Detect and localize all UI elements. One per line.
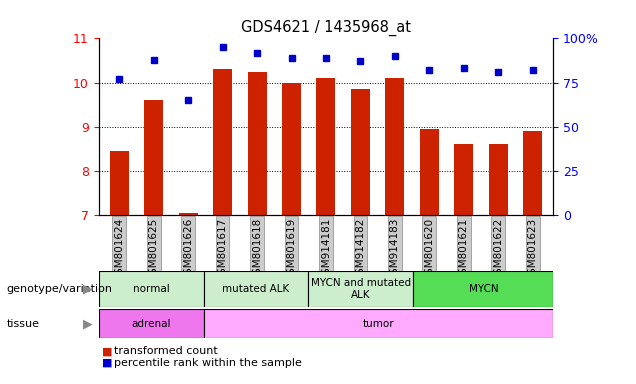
Bar xyxy=(351,89,370,215)
Text: normal: normal xyxy=(133,284,169,294)
Bar xyxy=(204,309,553,338)
Bar xyxy=(488,144,508,215)
Text: GSM801623: GSM801623 xyxy=(528,218,537,281)
Text: GSM801626: GSM801626 xyxy=(183,218,193,281)
Bar xyxy=(454,144,473,215)
Text: ■: ■ xyxy=(102,358,113,368)
Bar xyxy=(179,213,198,215)
Bar xyxy=(144,100,163,215)
Text: GSM801619: GSM801619 xyxy=(286,218,296,281)
Bar xyxy=(99,271,204,307)
Bar xyxy=(282,83,301,215)
Title: GDS4621 / 1435968_at: GDS4621 / 1435968_at xyxy=(241,20,411,36)
Text: GSM914183: GSM914183 xyxy=(390,218,400,281)
Text: tumor: tumor xyxy=(363,318,394,329)
Bar xyxy=(385,78,404,215)
Bar xyxy=(99,309,204,338)
Text: tissue: tissue xyxy=(6,318,39,329)
Text: transformed count: transformed count xyxy=(114,346,218,356)
Text: genotype/variation: genotype/variation xyxy=(6,284,113,294)
Text: ▶: ▶ xyxy=(83,283,92,295)
Text: ▶: ▶ xyxy=(83,317,92,330)
Bar xyxy=(413,271,553,307)
Text: percentile rank within the sample: percentile rank within the sample xyxy=(114,358,302,368)
Text: GSM801622: GSM801622 xyxy=(493,218,503,281)
Text: GSM801625: GSM801625 xyxy=(149,218,159,281)
Bar xyxy=(317,78,335,215)
Text: GSM801621: GSM801621 xyxy=(459,218,469,281)
Text: GSM801617: GSM801617 xyxy=(218,218,228,281)
Text: adrenal: adrenal xyxy=(131,318,171,329)
Text: GSM801624: GSM801624 xyxy=(114,218,124,281)
Text: MYCN: MYCN xyxy=(469,284,498,294)
Bar xyxy=(523,131,542,215)
Bar xyxy=(308,271,413,307)
Text: MYCN and mutated
ALK: MYCN and mutated ALK xyxy=(311,278,411,300)
Bar xyxy=(110,151,128,215)
Text: mutated ALK: mutated ALK xyxy=(223,284,289,294)
Text: GSM801620: GSM801620 xyxy=(424,218,434,281)
Bar xyxy=(247,71,266,215)
Bar xyxy=(420,129,439,215)
Text: ■: ■ xyxy=(102,346,113,356)
Bar xyxy=(213,69,232,215)
Text: GSM914182: GSM914182 xyxy=(356,218,366,281)
Bar xyxy=(204,271,308,307)
Text: GSM801618: GSM801618 xyxy=(252,218,262,281)
Text: GSM914181: GSM914181 xyxy=(321,218,331,281)
